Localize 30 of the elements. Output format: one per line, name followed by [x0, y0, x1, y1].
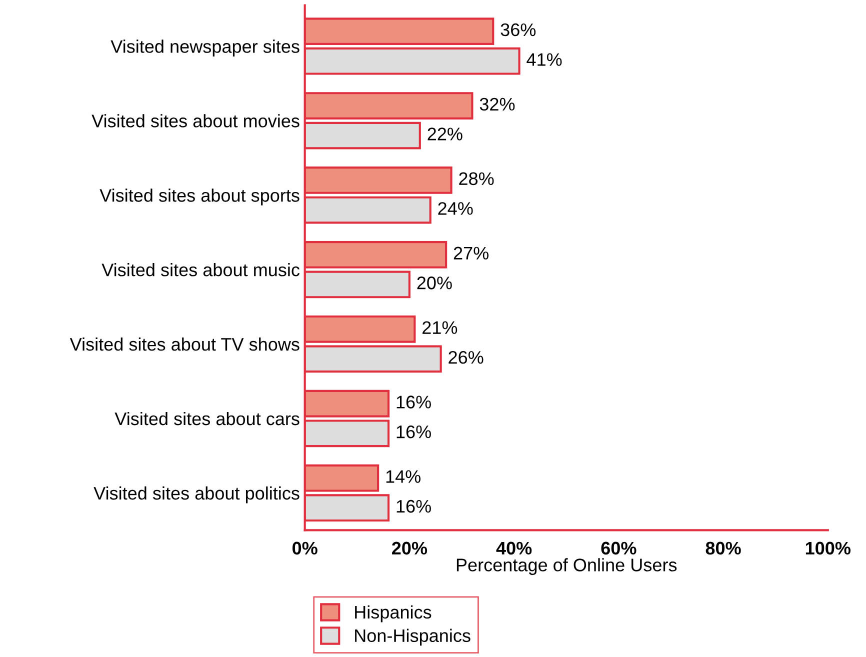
y-tick-label: Visited sites about TV shows: [70, 338, 300, 351]
data-label: 14%: [386, 470, 420, 483]
data-label: 16%: [396, 500, 431, 513]
data-label: 32%: [480, 98, 515, 111]
y-tick-label: Visited sites about politics: [94, 486, 300, 504]
y-tick-label: Visited sites about cars: [114, 412, 300, 426]
data-label: 28%: [459, 172, 494, 186]
y-tick-label: Visited sites about sports: [100, 188, 300, 206]
y-tick-label: Visited newspaper sites: [110, 40, 300, 56]
x-tick-label: 40%: [496, 542, 532, 555]
x-tick-label: 100%: [806, 542, 851, 555]
legend-label: Non-Hispanics: [355, 628, 470, 646]
x-tick-label: 0%: [292, 542, 318, 555]
data-label: 16%: [396, 425, 431, 438]
y-tick-label: Visited sites about music: [102, 263, 300, 276]
data-label: 22%: [428, 128, 462, 140]
data-label: 16%: [396, 396, 431, 408]
data-label: 21%: [422, 321, 458, 334]
data-label: 20%: [417, 276, 452, 290]
y-tick-label: Visited sites about movies: [92, 114, 300, 128]
data-label: 36%: [500, 23, 536, 36]
data-label: 41%: [526, 53, 562, 66]
x-axis-title: Percentage of Online Users: [456, 558, 677, 575]
x-tick-label: 60%: [601, 542, 636, 555]
x-tick-label: 80%: [706, 542, 741, 555]
data-label: 24%: [438, 202, 473, 215]
data-label: 27%: [454, 246, 488, 260]
data-label: 26%: [448, 351, 484, 364]
x-tick-label: 20%: [392, 542, 428, 555]
legend-label: Hispanics: [355, 605, 432, 622]
